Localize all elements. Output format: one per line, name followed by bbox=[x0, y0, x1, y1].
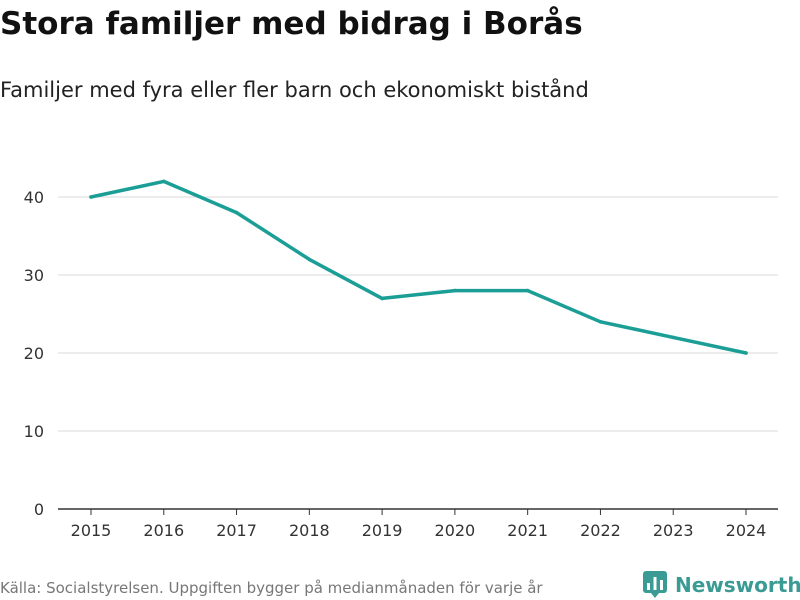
y-tick-label-30: 30 bbox=[24, 266, 44, 285]
data-point-2015 bbox=[89, 195, 93, 199]
series-lines bbox=[89, 179, 748, 355]
x-axis-ticks: 2015 2016 2017 2018 2019 2020 2021 2022 2023 2024 bbox=[71, 509, 767, 540]
x-tick-label-2021: 2021 bbox=[507, 521, 548, 540]
chart-subtitle: Familjer med fyra eller fler barn och ek… bbox=[0, 78, 589, 102]
data-point-2016 bbox=[161, 179, 166, 184]
brand-name: Newsworthy bbox=[675, 573, 800, 597]
y-tick-label-40: 40 bbox=[24, 188, 44, 207]
x-tick-label-2019: 2019 bbox=[362, 521, 403, 540]
source-note: Källa: Socialstyrelsen. Uppgiften bygger… bbox=[0, 579, 543, 597]
data-point-2019 bbox=[380, 296, 384, 301]
x-tick-label-2023: 2023 bbox=[653, 521, 694, 540]
x-tick-label-2018: 2018 bbox=[289, 521, 330, 540]
x-tick-label-2016: 2016 bbox=[143, 521, 184, 540]
data-point-2018 bbox=[307, 257, 312, 262]
chart-title: Stora familjer med bidrag i Borås bbox=[0, 6, 583, 42]
x-tick-label-2015: 2015 bbox=[71, 521, 112, 540]
x-tick-label-2022: 2022 bbox=[580, 521, 621, 540]
y-tick-label-0: 0 bbox=[34, 500, 44, 519]
x-tick-label-2020: 2020 bbox=[435, 521, 476, 540]
data-point-2017 bbox=[234, 210, 239, 215]
data-point-2021 bbox=[525, 288, 530, 293]
data-point-2022 bbox=[598, 320, 603, 324]
series-line-0 bbox=[89, 179, 748, 355]
bar-chart-speech-bubble-icon bbox=[643, 571, 667, 598]
x-tick-label-2024: 2024 bbox=[726, 521, 767, 540]
newsworthy-logo: Newsworthy bbox=[643, 570, 800, 600]
y-tick-label-10: 10 bbox=[24, 422, 44, 441]
data-point-2023 bbox=[671, 335, 676, 340]
gridlines bbox=[58, 196, 778, 432]
y-tick-label-20: 20 bbox=[24, 344, 44, 363]
x-tick-label-2017: 2017 bbox=[216, 521, 257, 540]
data-point-2020 bbox=[453, 288, 457, 293]
data-point-2024 bbox=[744, 351, 748, 355]
y-axis-tick-labels: 0 10 20 30 40 bbox=[24, 188, 44, 519]
